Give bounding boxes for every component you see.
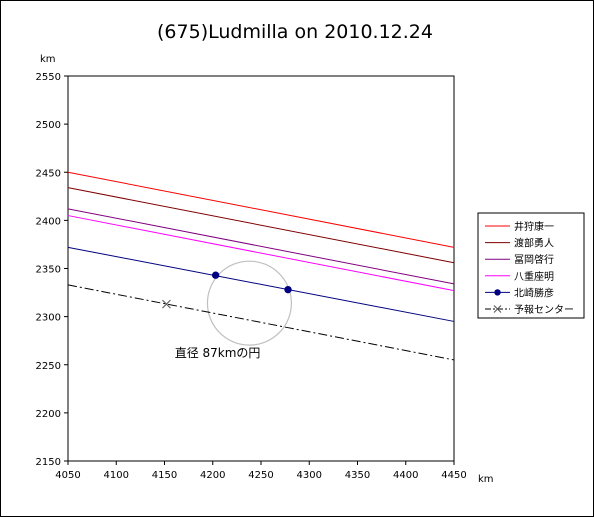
y-tick-label: 2350: [36, 265, 61, 276]
circle-annotation: 直径 87kmの円: [175, 346, 261, 360]
y-tick-label: 2200: [36, 409, 61, 420]
axis-ticks: 4050 4100 4150 4200 4250 4300 4350 4400 4450 2150…: [36, 72, 467, 481]
y-tick-label: 2550: [36, 72, 61, 83]
x-tick-label: 4350: [345, 470, 370, 481]
series-line: [67, 187, 455, 264]
series-line: [67, 215, 455, 292]
chart-title: (675)Ludmilla on 2010.12.24: [157, 21, 433, 43]
series-line: [67, 208, 455, 285]
legend-label: 渡部勇人: [514, 237, 554, 250]
y-tick-label: 2450: [36, 168, 61, 179]
series-marker: [211, 271, 220, 279]
legend-box: [477, 212, 585, 319]
series-line: [67, 246, 455, 322]
series-marker: [284, 285, 292, 294]
legend-label: 八重座明: [514, 270, 554, 283]
series-line: [67, 284, 455, 361]
x-tick-label: 4250: [248, 470, 273, 481]
x-tick-label: 4100: [104, 470, 129, 481]
legend-marker: [494, 289, 501, 296]
legend-label: 井狩康一: [514, 220, 554, 233]
legend-marker-x: [493, 305, 502, 313]
x-tick-label: 4400: [393, 470, 418, 481]
y-axis-unit: km: [40, 54, 56, 65]
legend-label: 予報センター: [514, 304, 574, 316]
legend-label: 北崎勝彦: [514, 286, 554, 299]
y-tick-label: 2500: [36, 120, 61, 131]
x-tick-label: 4450: [441, 470, 466, 481]
legend-label: 冨岡啓行: [514, 253, 554, 266]
x-tick-label: 4300: [297, 470, 322, 481]
plot-area: [67, 75, 455, 462]
series-line: [67, 171, 455, 248]
series-marker-x: [162, 299, 171, 309]
y-tick-label: 2300: [36, 313, 61, 324]
x-tick-label: 4200: [200, 470, 225, 481]
plot-content: [67, 171, 455, 361]
x-axis-unit: km: [478, 474, 494, 485]
x-tick-label: 4150: [152, 470, 177, 481]
y-tick-label: 2400: [36, 216, 61, 227]
y-tick-label: 2250: [36, 361, 61, 372]
x-tick-label: 4050: [55, 470, 80, 481]
y-tick-label: 2150: [36, 457, 61, 468]
diameter-circle: [206, 260, 292, 346]
